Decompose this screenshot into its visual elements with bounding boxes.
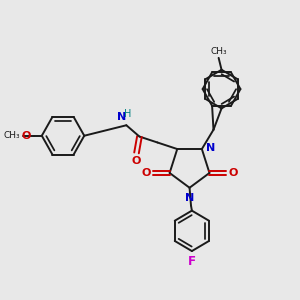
- Text: H: H: [124, 109, 132, 119]
- Text: O: O: [131, 156, 141, 166]
- Text: O: O: [229, 168, 238, 178]
- Text: CH₃: CH₃: [210, 47, 227, 56]
- Text: O: O: [22, 131, 31, 141]
- Text: N: N: [206, 142, 215, 152]
- Text: O: O: [141, 168, 150, 178]
- Text: N: N: [116, 112, 126, 122]
- Text: CH₃: CH₃: [4, 131, 21, 140]
- Text: F: F: [188, 255, 196, 268]
- Text: N: N: [185, 193, 194, 203]
